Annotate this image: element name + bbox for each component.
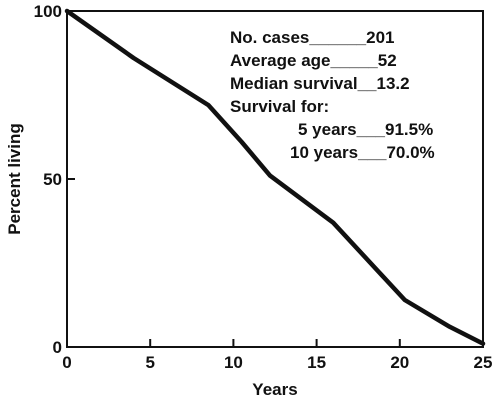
annotation-median: Median survival__13.2 [230,74,410,93]
x-tick-label: 25 [474,353,493,372]
annotation-survival-header: Survival for: [230,97,329,116]
annotation-10yr: 10 years___70.0% [290,143,435,162]
y-axis: 0 50 100 [34,2,75,357]
annotation-median-leader: __ [357,74,377,93]
annotation-cases: No. cases______201 [230,28,395,47]
stats-annotation: No. cases______201 Average age_____52 Me… [230,28,435,162]
y-axis-title: Percent living [5,123,24,234]
y-tick-label: 100 [34,2,62,21]
x-axis-title: Years [252,380,297,399]
y-tick-label: 0 [53,338,62,357]
annotation-cases-label: No. cases [230,28,309,47]
annotation-cases-leader: ______ [308,28,366,47]
y-tick-label: 50 [43,170,62,189]
x-tick-label: 5 [145,353,154,372]
annotation-5yr: 5 years___91.5% [298,120,433,139]
annotation-5yr-value: 91.5% [385,120,433,139]
annotation-age: Average age_____52 [230,51,397,70]
annotation-age-leader: _____ [329,51,378,70]
annotation-median-label: Median survival [230,74,358,93]
annotation-5yr-leader: ___ [356,120,386,139]
x-axis: 0 5 10 15 20 25 [62,339,492,372]
annotation-median-value: 13.2 [376,74,409,93]
annotation-age-label: Average age [230,51,330,70]
x-tick-label: 0 [62,353,71,372]
annotation-10yr-value: 70.0% [386,143,434,162]
x-tick-label: 15 [307,353,326,372]
x-tick-label: 20 [390,353,409,372]
x-tick-label: 10 [224,353,243,372]
annotation-10yr-label: 10 years [290,143,358,162]
survival-curve [64,8,486,346]
annotation-10yr-leader: ___ [357,143,387,162]
annotation-age-value: 52 [378,51,397,70]
annotation-5yr-label: 5 years [298,120,357,139]
annotation-cases-value: 201 [366,28,394,47]
